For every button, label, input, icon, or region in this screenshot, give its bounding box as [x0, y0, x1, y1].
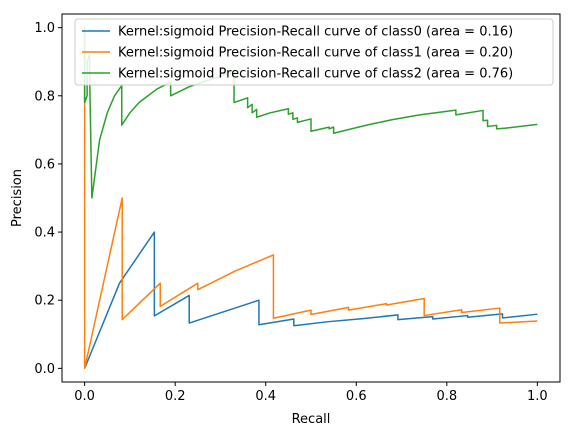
legend-box: [74, 18, 554, 86]
x-tick-label: 0.2: [165, 389, 186, 404]
x-tick-label: 0.0: [74, 389, 95, 404]
plot-lines: [83, 26, 538, 370]
legend: Kernel:sigmoid Precision-Recall curve of…: [74, 18, 554, 86]
series-line-class2: [83, 27, 538, 199]
y-tick-label: 0.0: [34, 362, 55, 377]
legend-label-class0: Kernel:sigmoid Precision-Recall curve of…: [118, 25, 513, 40]
x-tick-label: 0.8: [436, 389, 457, 404]
y-axis-title: Precision: [10, 169, 25, 227]
x-tick-label: 0.6: [346, 389, 367, 404]
series-line-class0: [83, 231, 538, 369]
plot-frame: [61, 13, 561, 383]
series-line-class1: [83, 26, 538, 370]
y-axis: 0.0 0.2 0.4 0.6 0.8 1.0: [34, 21, 62, 377]
y-tick-label: 0.4: [34, 226, 55, 241]
x-axis: 0.0 0.2 0.4 0.6 0.8 1.0: [74, 382, 548, 404]
x-axis-title: Recall: [292, 412, 331, 427]
x-tick-label: 0.4: [255, 389, 276, 404]
legend-label-class2: Kernel:sigmoid Precision-Recall curve of…: [118, 67, 513, 82]
y-tick-label: 0.6: [34, 157, 55, 172]
y-tick-label: 1.0: [34, 21, 55, 36]
y-tick-label: 0.2: [34, 294, 55, 309]
legend-label-class1: Kernel:sigmoid Precision-Recall curve of…: [118, 46, 513, 61]
x-tick-label: 1.0: [527, 389, 548, 404]
y-tick-label: 0.8: [34, 89, 55, 104]
